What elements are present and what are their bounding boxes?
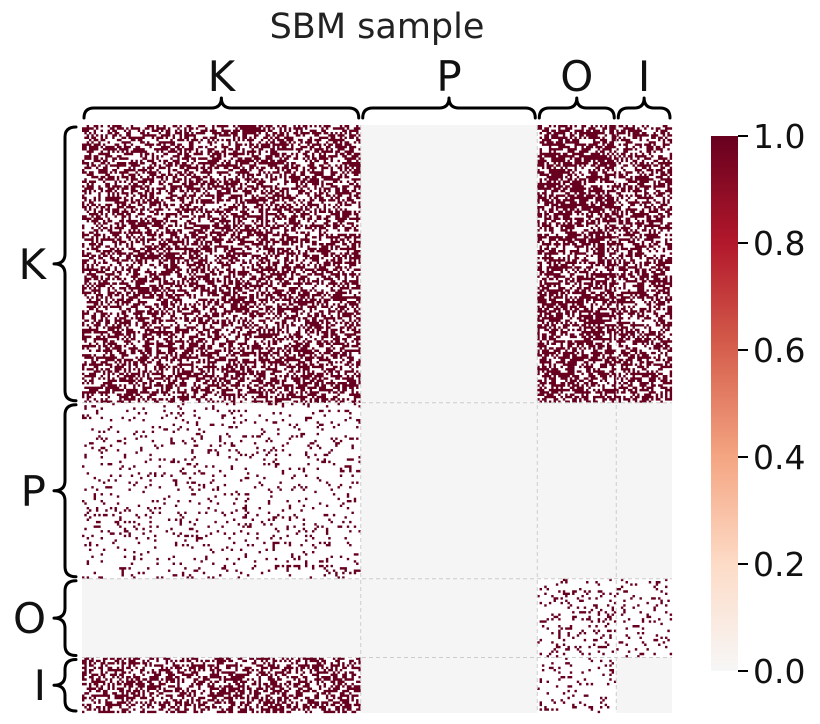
heatmap-matrix <box>82 125 673 714</box>
top-group-label-K: K <box>208 52 237 101</box>
block-P-K <box>82 402 361 579</box>
edge-cells <box>537 125 617 403</box>
left-group-braces: K P OI <box>13 125 78 713</box>
top-group-label-I: I <box>638 52 650 101</box>
block-K-O <box>537 125 617 403</box>
edge-cells <box>616 578 673 658</box>
block-gridlines <box>82 125 672 713</box>
top-brace-O <box>537 96 616 120</box>
left-group-label-K: K <box>18 240 47 289</box>
block-I-I <box>616 657 672 713</box>
colorbar-tick-label: 0.8 <box>753 224 805 263</box>
chart-title: SBM sample <box>270 7 485 47</box>
left-group-label-I: I <box>34 661 46 710</box>
top-brace-I <box>616 96 672 120</box>
block-I-O <box>537 657 617 714</box>
block-O-K <box>82 578 361 658</box>
left-brace-P <box>52 403 78 579</box>
left-group-label-P: P <box>21 467 46 516</box>
edge-cells <box>82 402 361 579</box>
edge-cells <box>537 578 617 658</box>
block-O-O <box>537 578 617 658</box>
top-brace-K <box>82 96 361 120</box>
block-O-P <box>360 578 538 658</box>
colorbar-gradient <box>711 136 738 671</box>
left-brace-I <box>52 657 78 713</box>
top-group-label-O: O <box>560 52 593 101</box>
colorbar-ticks: 0.0 0.2 0.4 0.6 0.8 1.0 <box>738 117 805 691</box>
block-I-P <box>360 657 538 713</box>
colorbar-tick-label: 0.0 <box>753 652 805 691</box>
block-P-P <box>360 402 538 579</box>
colorbar-tick-label: 0.4 <box>753 438 805 477</box>
colorbar-tick-label: 0.6 <box>753 331 805 370</box>
block-P-O <box>537 402 617 579</box>
left-brace-K <box>52 125 78 403</box>
block-K-I <box>616 125 673 403</box>
edge-cells <box>82 657 361 714</box>
colorbar-tick-label: 0.2 <box>753 545 805 584</box>
block-O-I <box>616 578 673 658</box>
edge-cells <box>616 125 673 403</box>
top-brace-P <box>361 96 537 120</box>
block-K-K <box>82 125 361 403</box>
top-group-label-P: P <box>436 52 461 101</box>
left-group-label-O: O <box>13 594 46 643</box>
edge-cells <box>82 125 361 403</box>
block-P-I <box>616 402 672 579</box>
colorbar: 0.0 0.2 0.4 0.6 0.8 1.0 <box>711 117 805 691</box>
colorbar-tick-label: 1.0 <box>753 117 805 156</box>
block-K-P <box>360 125 538 403</box>
left-brace-O <box>52 579 78 657</box>
block-I-K <box>82 657 361 714</box>
edge-cells <box>537 657 617 714</box>
